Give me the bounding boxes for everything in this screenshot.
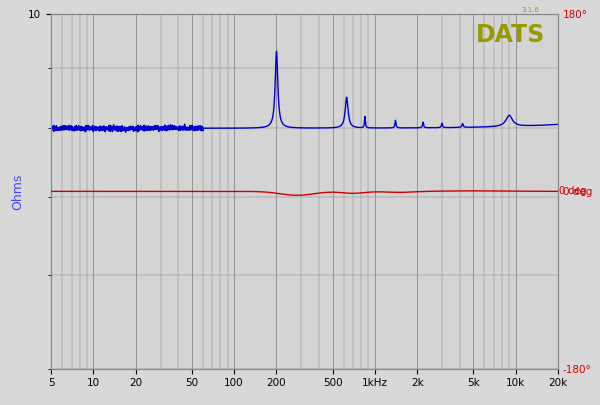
Y-axis label: Ohms: Ohms <box>11 173 24 209</box>
Text: DATS: DATS <box>476 23 545 47</box>
Text: 0 deg: 0 deg <box>559 186 587 196</box>
Text: 3.1.6: 3.1.6 <box>521 7 539 13</box>
